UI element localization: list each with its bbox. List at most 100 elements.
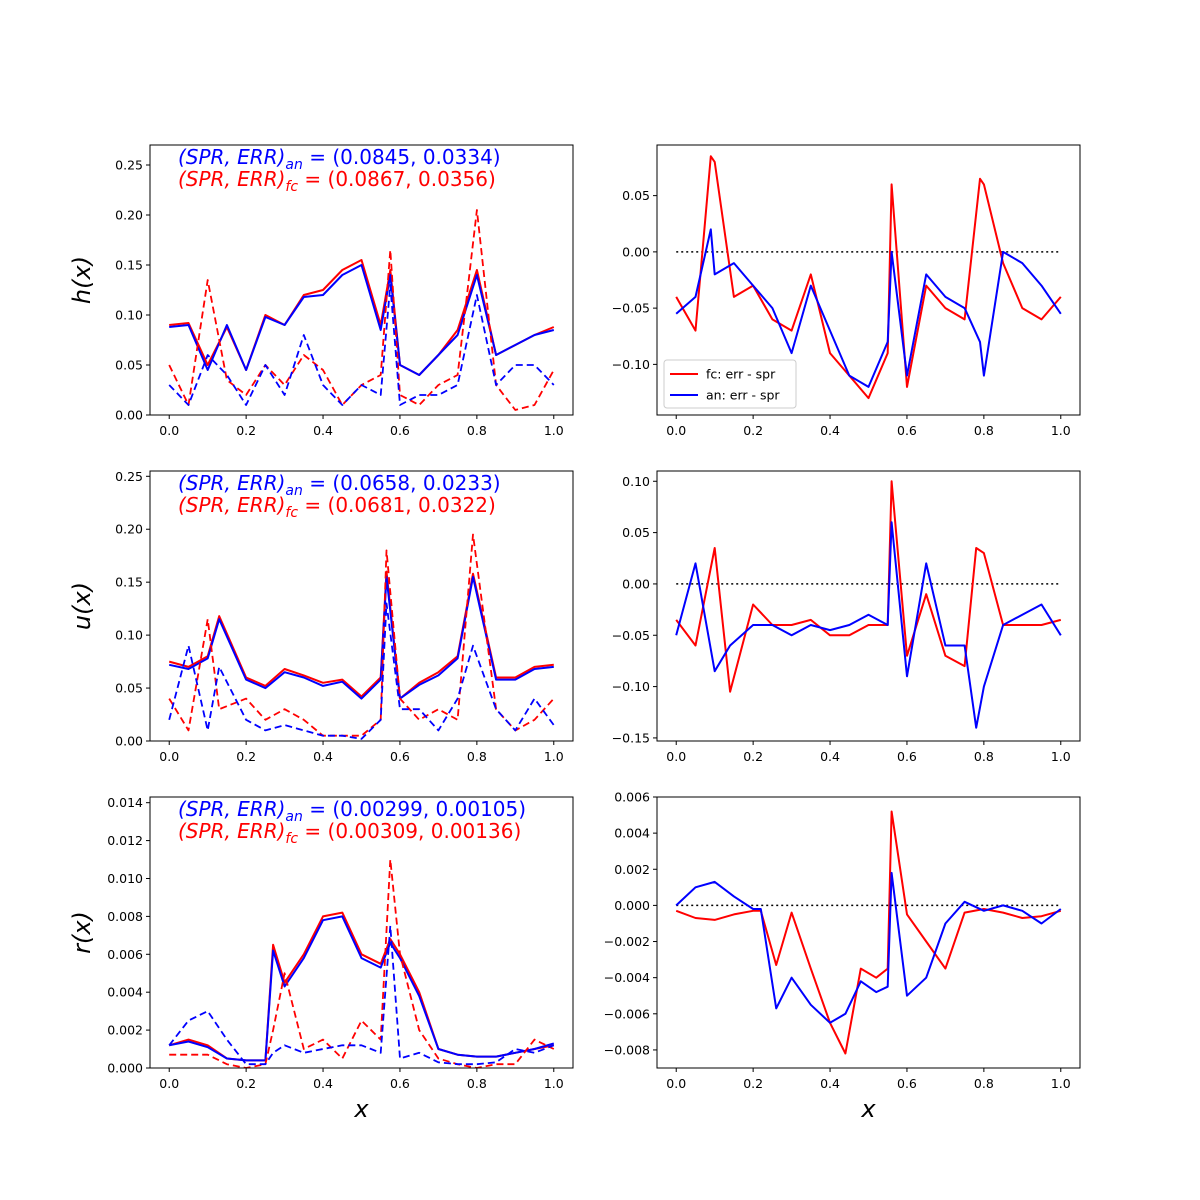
series-fc-dashed-line <box>169 858 555 1068</box>
x-tick-label: 1.0 <box>544 1076 564 1091</box>
y-tick-label: −0.10 <box>612 679 650 694</box>
panel-4: 0.0 0.2 0.4 0.6 0.8 1.0 −0.15 −0.10 −0.05 0.00 0.0… <box>612 470 1081 764</box>
y-tick-label: 0.10 <box>622 474 650 489</box>
y-tick-label: 0.05 <box>115 681 143 696</box>
legend-label-an: an: err - spr <box>706 388 780 403</box>
x-tick-label: 1.0 <box>1051 1076 1071 1091</box>
x-tick-label: 0.0 <box>159 423 179 438</box>
panel-1: 0.0 0.2 0.4 0.6 0.8 1.0 0.00 0.05 0.10 0.15 0.20 0.… <box>68 144 574 438</box>
x-tick-label: 0.0 <box>666 1076 686 1091</box>
x-tick-label: 0.4 <box>313 1076 333 1091</box>
y-tick-label: 0.15 <box>115 258 143 273</box>
y-tick-label: 0.002 <box>614 862 650 877</box>
annotation-subscript: fc <box>285 831 298 847</box>
y-tick-label: 0.00 <box>115 408 143 423</box>
series-an-solid-line <box>675 871 1062 1024</box>
panel-3: 0.0 0.2 0.4 0.6 0.8 1.0 0.00 0.05 0.10 0.15 0.20 0.… <box>68 469 574 764</box>
y-tick-label: 0.00 <box>622 244 650 259</box>
x-tick-label: 0.2 <box>236 423 256 438</box>
series-fc-dashed-line <box>168 533 555 737</box>
series-an-dashed-line <box>168 284 555 406</box>
panel-5: 0.0 0.2 0.4 0.6 0.8 1.0 0.000 0.002 0.004 0.006 0.… <box>68 795 574 1123</box>
series-fc-dashed-line <box>168 209 555 411</box>
annotation-subscript: fc <box>285 179 298 195</box>
y-tick-label: 0.010 <box>107 871 143 886</box>
annotation-subscript: fc <box>285 505 298 521</box>
x-tick-label: 0.0 <box>159 1076 179 1091</box>
x-tick-label: 0.2 <box>236 1076 256 1091</box>
annotation-subscript: an <box>285 157 302 173</box>
annotation-value: = (0.00299, 0.00105) <box>303 797 526 821</box>
y-tick-label: 0.20 <box>115 522 143 537</box>
x-tick-label: 0.6 <box>897 749 917 764</box>
x-tick-label: 0.2 <box>743 1076 763 1091</box>
x-tick-label: 0.8 <box>974 749 994 764</box>
series-fc-solid-line <box>169 259 555 376</box>
annotation-value: = (0.0845, 0.0334) <box>303 145 501 169</box>
x-tick-label: 0.8 <box>467 423 487 438</box>
x-tick-label: 0.6 <box>897 423 917 438</box>
annotation-value: = (0.0867, 0.0356) <box>298 167 496 191</box>
y-tick-label: −0.15 <box>612 730 650 745</box>
x-tick-label: 1.0 <box>544 749 564 764</box>
y-axis-label: h(x) <box>68 256 96 304</box>
axes-frame <box>149 796 574 1069</box>
panel-6: 0.0 0.2 0.4 0.6 0.8 1.0 −0.008 −0.006 −0.004 −0.0… <box>604 790 1081 1123</box>
annotation-label: (SPR, ERR) <box>178 471 285 495</box>
x-tick-label: 0.4 <box>820 749 840 764</box>
axes-frame <box>149 144 574 416</box>
y-tick-label: 0.00 <box>622 576 650 591</box>
y-tick-label: 0.15 <box>115 575 143 590</box>
x-tick-label: 0.4 <box>313 749 333 764</box>
axes-frame <box>149 470 574 742</box>
y-tick-label: 0.000 <box>107 1061 143 1076</box>
x-axis-label: x <box>860 1095 876 1123</box>
legend-label-fc: fc: err - spr <box>706 367 776 382</box>
series-fc-solid-line <box>675 810 1062 1055</box>
x-tick-label: 0.6 <box>897 1076 917 1091</box>
annotation-label: (SPR, ERR) <box>178 493 285 517</box>
y-tick-label: −0.10 <box>612 357 650 372</box>
x-tick-label: 0.8 <box>974 423 994 438</box>
annotation-label: (SPR, ERR) <box>178 145 285 169</box>
annotation-subscript: an <box>285 483 302 499</box>
y-axis-label: u(x) <box>68 582 96 630</box>
annotation-fc: (SPR, ERR)fc = (0.0681, 0.0322) <box>178 493 496 521</box>
series-fc-solid-line <box>675 155 1062 400</box>
series-an-solid-line <box>169 264 555 376</box>
y-tick-label: 0.006 <box>614 790 650 805</box>
y-tick-label: −0.002 <box>604 934 650 949</box>
annotation-value: = (0.00309, 0.00136) <box>298 819 521 843</box>
x-tick-label: 1.0 <box>1051 749 1071 764</box>
axes-frame <box>656 796 1081 1069</box>
y-tick-label: 0.004 <box>107 985 143 1000</box>
x-tick-label: 0.6 <box>390 749 410 764</box>
x-tick-label: 0.8 <box>467 749 487 764</box>
legend: fc: err - spr an: err - spr <box>663 359 797 409</box>
x-tick-label: 0.2 <box>743 423 763 438</box>
annotation-fc: (SPR, ERR)fc = (0.00309, 0.00136) <box>178 819 521 847</box>
series-an-solid-line <box>675 521 1062 729</box>
annotation-label: (SPR, ERR) <box>178 819 285 843</box>
y-tick-label: 0.012 <box>107 833 143 848</box>
x-tick-label: 1.0 <box>1051 423 1071 438</box>
x-axis-label: x <box>353 1095 369 1123</box>
x-tick-label: 0.2 <box>743 749 763 764</box>
series-an-dashed-line <box>168 925 555 1066</box>
x-tick-label: 0.0 <box>159 749 179 764</box>
annotation-an: (SPR, ERR)an = (0.0845, 0.0334) <box>178 145 501 173</box>
y-tick-label: 0.000 <box>614 898 650 913</box>
y-tick-label: 0.10 <box>115 308 143 323</box>
annotation-an: (SPR, ERR)an = (0.0658, 0.0233) <box>178 471 501 499</box>
y-tick-label: 0.05 <box>622 188 650 203</box>
x-tick-label: 1.0 <box>544 423 564 438</box>
series-fc-solid-line <box>675 480 1062 693</box>
x-tick-label: 0.8 <box>467 1076 487 1091</box>
x-tick-label: 0.6 <box>390 1076 410 1091</box>
y-tick-label: 0.25 <box>115 158 143 173</box>
x-tick-label: 0.0 <box>666 423 686 438</box>
x-tick-label: 0.2 <box>236 749 256 764</box>
x-tick-label: 0.4 <box>820 1076 840 1091</box>
y-tick-label: 0.05 <box>115 358 143 373</box>
